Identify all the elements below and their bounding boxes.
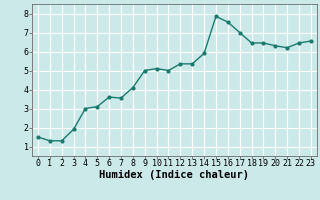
X-axis label: Humidex (Indice chaleur): Humidex (Indice chaleur) — [100, 170, 249, 180]
